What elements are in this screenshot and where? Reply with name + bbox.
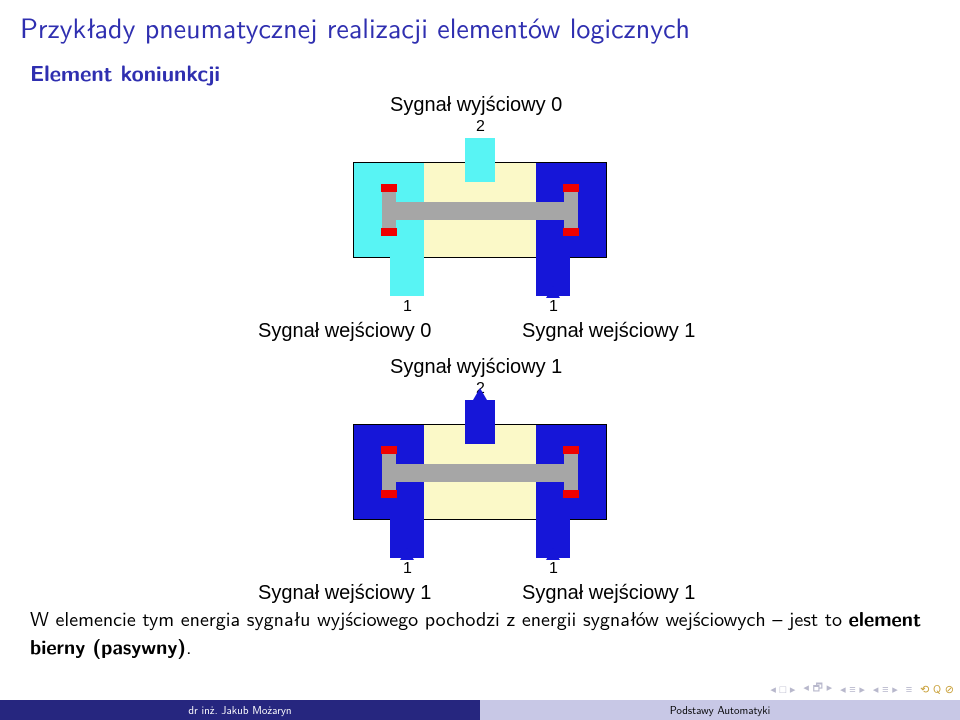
valve-state: Sygnał wyjściowy 1211Sygnał wejściowy 1S… (200, 356, 760, 618)
slide-title: Przykłady pneumatycznej realizacji eleme… (20, 6, 940, 47)
spool-rod (389, 464, 571, 482)
nav-loop-icon[interactable]: ⟲ Q ⊘ (920, 681, 954, 697)
input-right-arrow-icon (546, 548, 560, 560)
nav-icons: ◂ □ ▸ ◂ 🗗 ▸ ◂ ≡ ▸ ◂ ≡ ▸ ≡ ⟲ Q ⊘ (770, 679, 954, 698)
footer-title: Podstawy Automatyki (480, 700, 960, 720)
output-signal-label: Sygnał wyjściowy 1 (390, 356, 562, 379)
input-left-stem (390, 238, 424, 296)
spool-seal (569, 228, 579, 236)
spool-piston-right (564, 452, 578, 492)
spool-seal (387, 228, 397, 236)
body-text-prefix: W elemencie tym energia sygnału wyjściow… (30, 604, 849, 633)
port-number-left: 1 (403, 298, 412, 316)
body-text: W elemencie tym energia sygnału wyjściow… (30, 604, 930, 660)
spool-seal (569, 184, 579, 192)
spool-seal (569, 446, 579, 454)
input-left-label: Sygnał wejściowy 1 (258, 582, 431, 605)
nav-glyph[interactable]: ≡ (906, 681, 912, 697)
spool-piston-right (564, 190, 578, 230)
port-number-right: 1 (549, 560, 558, 578)
title-bar: Przykłady pneumatycznej realizacji eleme… (0, 0, 960, 57)
valve-state: Sygnał wyjściowy 02 1 1 Sygnał wejściowy 0 S… (200, 94, 760, 356)
input-right-arrow-icon (546, 286, 560, 298)
spool-seal (387, 446, 397, 454)
figure-area: Sygnał wyjściowy 02 1 1 Sygnał wejściowy 0 S… (200, 94, 760, 618)
output-signal-label: Sygnał wyjściowy 0 (390, 94, 562, 117)
port-number-output: 2 (476, 118, 485, 136)
spool-rod (389, 202, 571, 220)
subheader: Element koniunkcji (30, 56, 930, 88)
input-left-arrow-icon (400, 548, 414, 560)
footer-author: dr inż. Jakub Możaryn (0, 700, 480, 720)
valve-mid-cavity (424, 482, 536, 519)
valve-mid-cavity (495, 163, 536, 201)
spool-piston-left (382, 190, 396, 230)
nav-glyph[interactable]: ◂ □ ▸ (770, 681, 795, 697)
output-port-stem (465, 400, 495, 424)
port-number-right: 1 (549, 298, 558, 316)
nav-glyph[interactable]: ◂ ≡ ▸ (840, 681, 865, 697)
output-port-stem (465, 138, 495, 162)
footer: dr inż. Jakub Możaryn Podstawy Automatyk… (0, 700, 960, 720)
valve-mid-cavity (424, 425, 465, 463)
output-port-channel (465, 162, 495, 182)
output-port-channel (465, 424, 495, 444)
output-arrow-icon (473, 388, 487, 400)
valve-mid-cavity (495, 425, 536, 463)
content-area: Element koniunkcji Sygnał wyjściowy 02 1 1… (30, 56, 930, 618)
input-right-label: Sygnał wejściowy 1 (522, 582, 695, 605)
body-text-suffix: . (186, 632, 192, 661)
nav-glyph[interactable]: ◂ ≡ ▸ (873, 681, 898, 697)
port-number-left: 1 (403, 560, 412, 578)
spool-piston-left (382, 452, 396, 492)
spool-seal (387, 490, 397, 498)
input-left-label: Sygnał wejściowy 0 (258, 320, 431, 343)
spool-seal (569, 490, 579, 498)
valve-mid-cavity (424, 220, 536, 257)
spool-seal (387, 184, 397, 192)
slide: Przykłady pneumatycznej realizacji eleme… (0, 0, 960, 720)
input-right-label: Sygnał wejściowy 1 (522, 320, 695, 343)
nav-glyph[interactable]: ◂ 🗗 ▸ (803, 679, 832, 698)
valve-mid-cavity (424, 163, 465, 201)
